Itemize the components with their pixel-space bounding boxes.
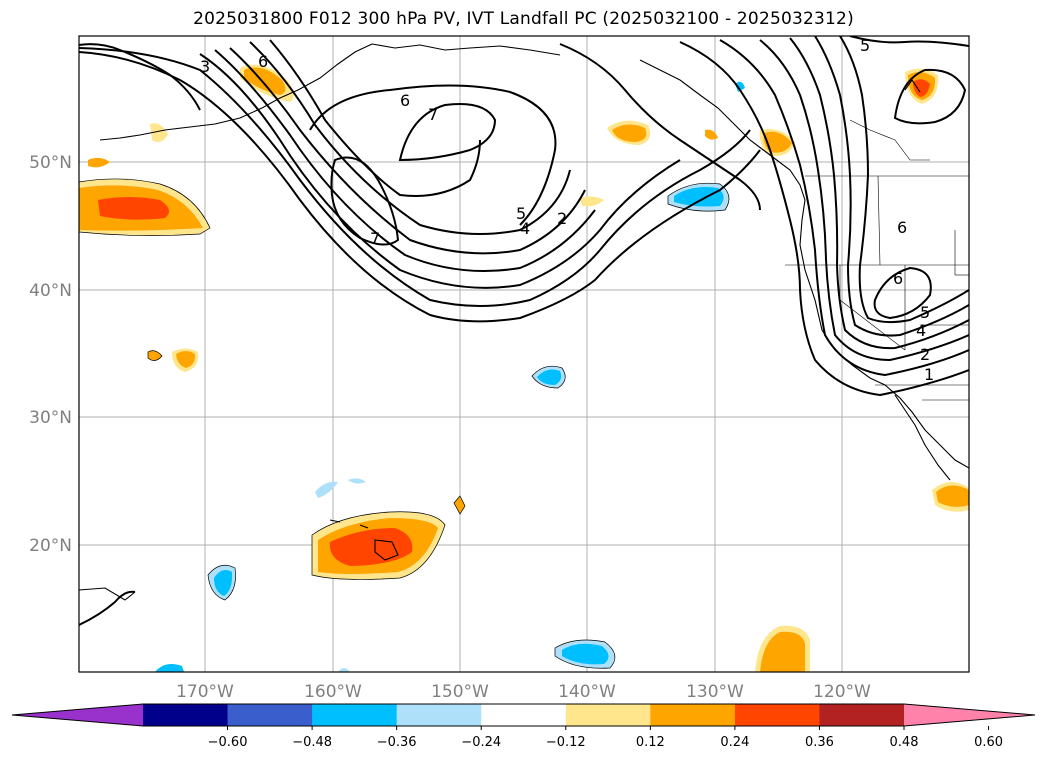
lat-label: 20°N (29, 536, 72, 556)
colorbar-tick-label: −0.12 (546, 735, 586, 750)
colorbar-outline (11, 703, 1036, 727)
colorbar-bin (312, 704, 398, 726)
fill-outlines (79, 178, 730, 669)
contour-label: 1 (924, 365, 934, 384)
colorbar-bin (227, 704, 313, 726)
colorbar-tick-label: −0.24 (461, 735, 501, 750)
colorbar-tick-label: 0.60 (974, 735, 1003, 750)
lat-label: 40°N (29, 281, 72, 301)
colorbar-tick-label: −0.48 (292, 735, 332, 750)
colorbar-bin (819, 704, 905, 726)
latitude-labels: 50°N 40°N 30°N 20°N (29, 153, 72, 556)
lon-label: 120°W (813, 682, 871, 702)
gridlines (79, 36, 969, 672)
contour-label: 5 (860, 36, 870, 55)
contour-label: 6 (893, 269, 903, 288)
contour-label: 6 (258, 52, 268, 71)
contour-label: 2 (920, 345, 930, 364)
colorbar-extend-max (904, 704, 1035, 726)
lon-label: 170°W (176, 682, 234, 702)
colorbar-tick-label: 0.24 (720, 735, 749, 750)
contour-label: 4 (520, 219, 530, 238)
colorbar-extend-min (12, 704, 143, 726)
colorbar-bin (396, 704, 482, 726)
colorbar (11, 703, 1036, 727)
colorbar-tick-label: 0.48 (890, 735, 919, 750)
colorbar-tick-label: −0.60 (208, 735, 248, 750)
colorbar-tick-label: −0.36 (377, 735, 417, 750)
colorbar-tick-label: 0.12 (636, 735, 665, 750)
lon-label: 160°W (304, 682, 362, 702)
contour-label: 7 (428, 105, 438, 124)
pv-contours (79, 36, 969, 626)
lon-label: 130°W (686, 682, 744, 702)
contour-label: 4 (916, 321, 926, 340)
colorbar-tick-labels: −0.60 −0.48 −0.36 −0.24 −0.12 0.12 0.24 0.36 0.4… (208, 726, 1003, 750)
map-title: 2025031800 F012 300 hPa PV, IVT Landfall… (193, 9, 854, 29)
colorbar-bin (481, 704, 567, 726)
lat-label: 30°N (29, 408, 72, 428)
contour-label: 6 (400, 91, 410, 110)
lat-label: 50°N (29, 153, 72, 173)
contour-label: 5 (516, 204, 526, 223)
lon-label: 150°W (431, 682, 489, 702)
contour-label: 7 (370, 229, 380, 248)
coastlines (79, 43, 969, 601)
colorbar-bin (734, 704, 820, 726)
lon-label: 140°W (558, 682, 616, 702)
colorbar-bin (650, 704, 736, 726)
contour-label: 3 (200, 57, 210, 76)
contour-label: 2 (557, 209, 567, 228)
colorbar-tick-label: 0.36 (805, 735, 834, 750)
map-border (78, 35, 970, 673)
colorbar-bin (143, 704, 229, 726)
contour-label: 5 (920, 303, 930, 322)
contour-labels: 3 6 6 7 7 5 4 2 5 6 6 5 4 2 1 (200, 36, 934, 384)
pv-anomaly-fills (79, 64, 969, 672)
contour-label: 6 (897, 218, 907, 237)
colorbar-bin (565, 704, 651, 726)
longitude-labels: 170°W 160°W 150°W 140°W 130°W 120°W (176, 682, 871, 702)
